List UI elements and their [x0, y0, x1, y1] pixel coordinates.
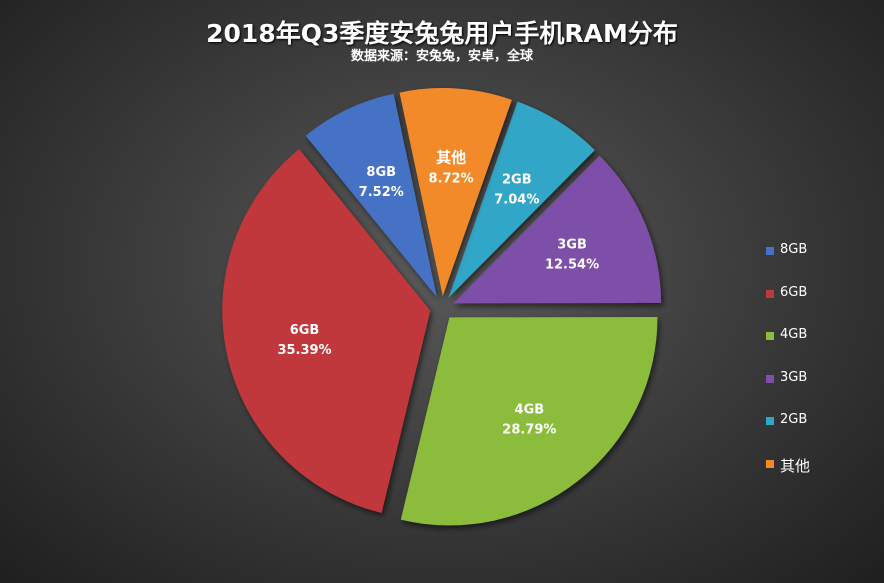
legend-label: 8GB — [780, 242, 808, 257]
slice-category-label: 6GB — [290, 323, 320, 338]
legend-swatch — [766, 247, 774, 255]
legend-swatch — [766, 459, 774, 468]
pie-slice-4 — [453, 155, 662, 304]
legend-label: 6GB — [780, 284, 808, 300]
legend-label: 4GB — [780, 327, 808, 342]
legend-label: 3GB — [780, 369, 808, 385]
slice-category-label: 4GB — [515, 403, 545, 418]
legend-swatch — [766, 289, 774, 298]
pie-slice-5 — [448, 101, 595, 298]
legend-item: 2GB — [766, 412, 810, 455]
chart-title: 2018年Q3季度安兔兔用户手机RAM分布 — [206, 19, 678, 48]
slice-percent-label: 7.52% — [359, 185, 404, 200]
legend-item: 6GB — [766, 285, 810, 328]
slice-percent-label: 35.39% — [277, 343, 331, 358]
legend-item: 4GB — [766, 327, 810, 370]
slice-category-label: 8GB — [366, 165, 396, 180]
slice-category-label: 2GB — [502, 173, 532, 188]
slice-category-label: 其他 — [436, 148, 466, 166]
legend-swatch — [766, 417, 774, 425]
legend-item: 其他 — [766, 455, 810, 498]
pie-slice-6 — [399, 88, 512, 297]
slice-percent-label: 28.79% — [502, 423, 556, 438]
legend-item: 3GB — [766, 370, 810, 413]
slice-percent-label: 7.04% — [494, 193, 539, 208]
pie-slice-2 — [222, 149, 431, 513]
legend-swatch — [766, 332, 774, 340]
legend-label: 其他 — [780, 456, 811, 475]
legend-item: 8GB — [766, 242, 810, 285]
pie-slice-1 — [305, 93, 437, 298]
legend-swatch — [766, 374, 774, 383]
legend: 8GB 6GB 4GB 3GB 2GB 其他 — [766, 242, 810, 497]
pie-slice-3 — [400, 316, 658, 526]
slice-category-label: 3GB — [557, 238, 587, 253]
slice-percent-label: 12.54% — [545, 258, 599, 273]
chart-subtitle: 数据来源：安兔兔，安卓，全球 — [350, 49, 533, 64]
slice-percent-label: 8.72% — [429, 171, 474, 186]
legend-label: 2GB — [780, 412, 808, 427]
